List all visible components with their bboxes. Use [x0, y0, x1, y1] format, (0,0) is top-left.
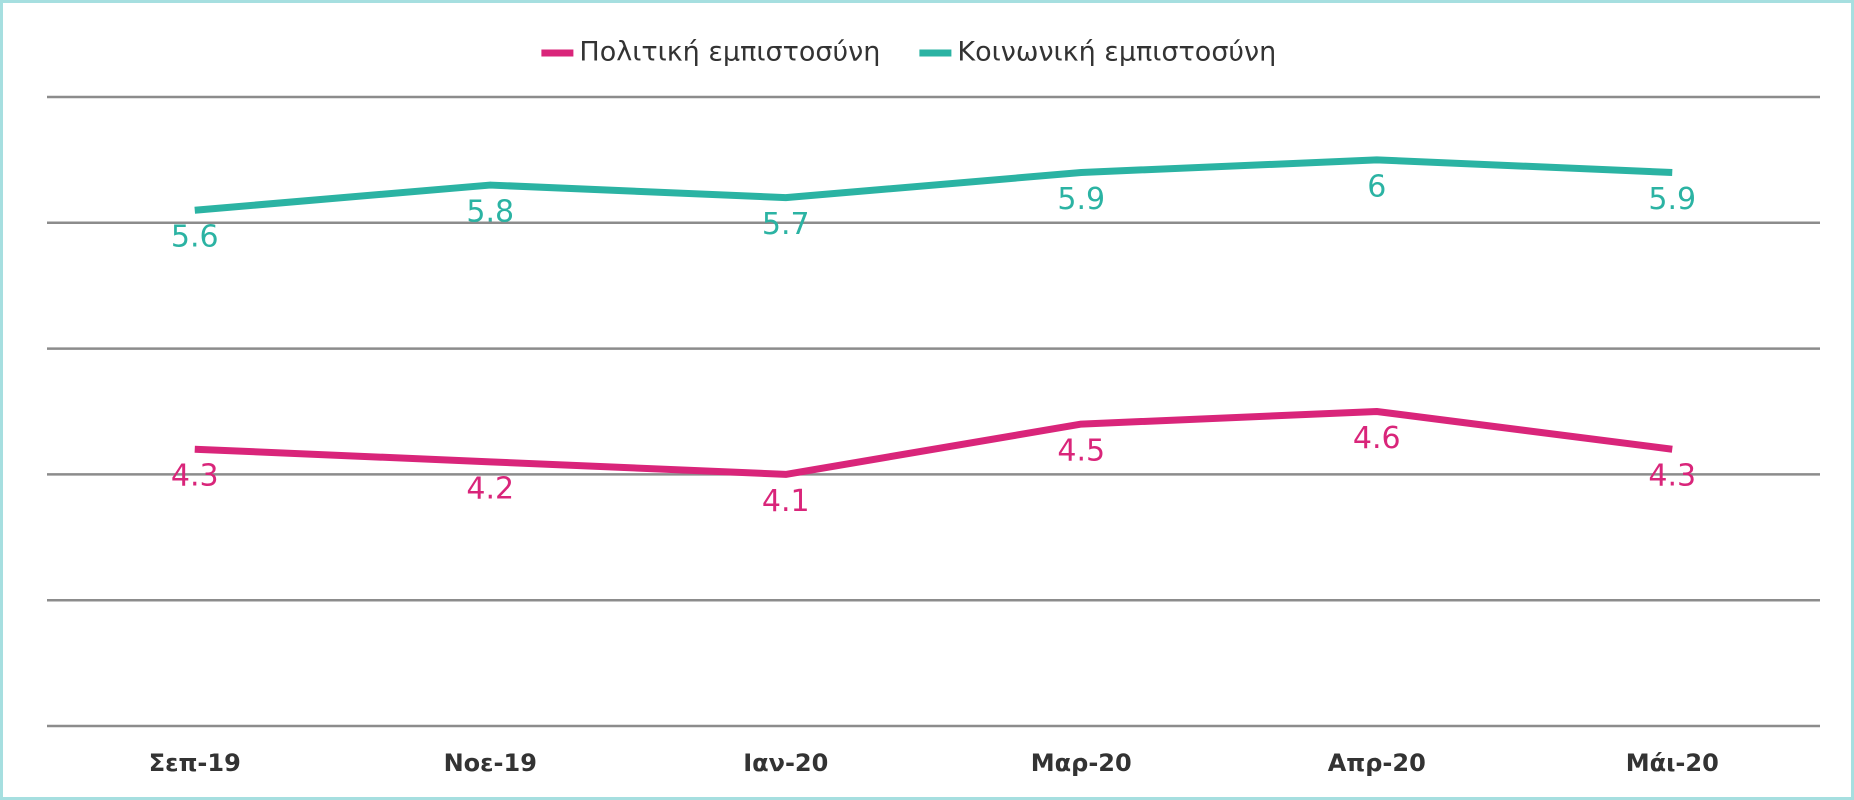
x-tick-label: Νοε-19 — [444, 749, 537, 777]
data-label: 4.6 — [1353, 421, 1401, 456]
data-label: 6 — [1367, 169, 1386, 204]
data-label: 5.8 — [466, 195, 514, 230]
x-tick-label: Μαρ-20 — [1031, 749, 1132, 777]
x-tick-label: Απρ-20 — [1328, 749, 1426, 777]
data-label: 4.5 — [1057, 434, 1105, 469]
legend-label: Κοινωνική εμπιστοσύνη — [957, 37, 1276, 68]
data-label: 5.9 — [1057, 182, 1105, 217]
data-label: 4.2 — [466, 471, 514, 506]
x-tick-label: Ιαν-20 — [743, 749, 828, 777]
data-label: 4.1 — [762, 484, 810, 519]
data-label: 5.7 — [762, 207, 810, 242]
x-tick-label: Σεπ-19 — [149, 749, 241, 777]
data-label: 4.3 — [171, 459, 219, 494]
series-line — [194, 408, 1673, 478]
series-line — [194, 156, 1673, 214]
x-tick-label: Μάι-20 — [1626, 749, 1719, 777]
data-label: 4.3 — [1648, 459, 1696, 494]
legend-label: Πολιτική εμπιστοσύνη — [579, 37, 880, 68]
data-label: 5.6 — [171, 220, 219, 255]
data-label: 5.9 — [1648, 182, 1696, 217]
